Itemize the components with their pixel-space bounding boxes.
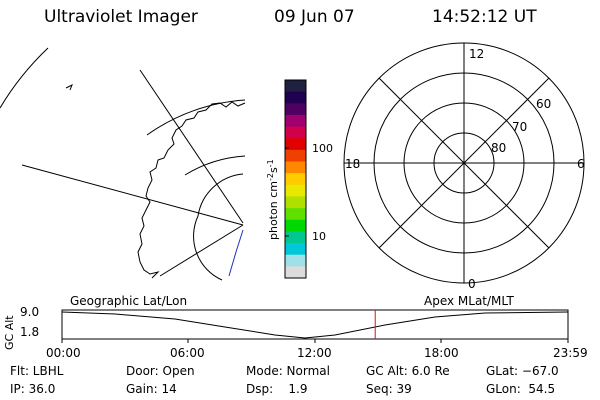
- polar-label-18: 18: [345, 157, 361, 171]
- colorbar-cell: [285, 266, 306, 279]
- altitude-curve: [61, 311, 569, 339]
- polar-label-70: 70: [512, 120, 528, 134]
- map-meridian-3: [159, 224, 244, 277]
- polar-label-0: 0: [468, 277, 476, 291]
- map-island-outline: [65, 83, 73, 91]
- altitude-plot: [61, 309, 569, 343]
- polar-label-60: 60: [536, 97, 552, 111]
- map-meridian-1: [21, 164, 244, 226]
- altitude-plot-frame: [61, 309, 569, 340]
- altitude-x-tick-label-3: 18:00: [424, 346, 459, 360]
- altitude-x-tick-label-0: 00:00: [46, 346, 81, 360]
- map-coastline: [137, 101, 246, 279]
- colorbar-cell: [285, 231, 306, 244]
- altitude-x-tick-label-1: 06:00: [170, 346, 205, 360]
- info-ip: IP: 36.0: [10, 382, 56, 396]
- map-latitude-arc-1: [146, 99, 246, 136]
- polar-diagonal-2: [378, 77, 550, 249]
- polar-label-6: 6: [577, 157, 585, 171]
- info-seq: Seq: 39: [366, 382, 412, 396]
- colorbar-cell: [285, 184, 306, 198]
- altitude-x-tick-label-4: 23:59: [553, 346, 588, 360]
- map-latitude-arc-3: [193, 173, 244, 281]
- date-label: 09 Jun 07: [274, 7, 355, 27]
- map-satellite-track: [228, 229, 244, 277]
- colorbar-frame: [284, 79, 307, 279]
- altitude-left-label: Geographic Lat/Lon: [70, 294, 188, 308]
- colorbar-cell: [285, 138, 306, 151]
- polar-plot: [343, 42, 585, 284]
- colorbar-cell: [285, 196, 306, 209]
- info-gc-alt: GC Alt: 6.0 Re: [366, 364, 450, 378]
- colorbar-cell: [285, 254, 306, 267]
- colorbar-cell: [285, 126, 306, 139]
- info-dsp: Dsp: 1.9: [246, 382, 308, 396]
- colorbar: photon cm-2s-1: [266, 79, 307, 279]
- colorbar-tick-label-100: 100: [312, 142, 333, 155]
- info-glat: GLat: −67.0: [486, 364, 559, 378]
- altitude-right-label: Apex MLat/MLT: [424, 294, 514, 308]
- colorbar-cell: [285, 161, 306, 174]
- colorbar-cell: [285, 243, 306, 256]
- colorbar-cell: [285, 80, 306, 93]
- colorbar-cell: [285, 219, 306, 233]
- colorbar-axis-label: photon cm-2s-1: [266, 159, 280, 240]
- colorbar-cell: [285, 173, 306, 186]
- colorbar-cell: [285, 114, 306, 128]
- app-title: Ultraviolet Imager: [44, 7, 198, 27]
- info-gain: Gain: 14: [126, 382, 177, 396]
- info-glon: GLon: 54.5: [486, 382, 556, 396]
- colorbar-cell: [285, 103, 306, 116]
- altitude-x-tick-label-2: 12:00: [297, 346, 332, 360]
- altitude-y-axis-label: GC Alt: [3, 315, 16, 350]
- colorbar-cell: [285, 208, 306, 221]
- colorbar-cell: [285, 149, 306, 163]
- info-filter: Flt: LBHL: [10, 364, 64, 378]
- info-mode: Mode: Normal: [246, 364, 330, 378]
- altitude-y-min: 1.8: [20, 325, 40, 339]
- info-door: Door: Open: [126, 364, 195, 378]
- polar-label-12: 12: [469, 47, 485, 61]
- time-label: 14:52:12 UT: [432, 7, 537, 27]
- polar-label-80: 80: [491, 141, 507, 155]
- map-latitude-arc-outer: [0, 47, 49, 109]
- colorbar-tick-label-10: 10: [312, 230, 326, 243]
- map-latitude-arc-2: [184, 155, 246, 176]
- map-meridian-2: [139, 69, 244, 224]
- altitude-y-max: 9.0: [20, 305, 40, 319]
- geographic-map: [0, 47, 246, 281]
- colorbar-cell: [285, 91, 306, 104]
